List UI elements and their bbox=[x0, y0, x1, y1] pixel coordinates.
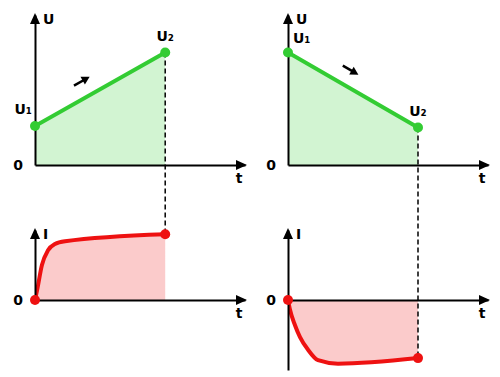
plot-area bbox=[35, 234, 165, 300]
y-tick-label: 0 bbox=[266, 292, 276, 308]
point-label: U₁ bbox=[15, 101, 33, 117]
y-tick-label: 0 bbox=[266, 157, 276, 173]
x-axis bbox=[36, 300, 246, 301]
end-point bbox=[413, 353, 423, 363]
area-fill bbox=[288, 300, 418, 364]
end-point bbox=[283, 295, 293, 305]
dashed-connector bbox=[417, 128, 419, 359]
y-tick-label: 0 bbox=[13, 157, 23, 173]
point-label: U₂ bbox=[156, 28, 174, 44]
curve-line bbox=[35, 234, 165, 300]
end-point bbox=[30, 121, 40, 131]
x-axis-arrow bbox=[236, 295, 247, 305]
y-axis-title: I bbox=[296, 226, 301, 242]
x-axis bbox=[36, 165, 246, 166]
plot-area bbox=[35, 53, 165, 166]
end-point bbox=[160, 229, 170, 239]
point-label: U₂ bbox=[409, 103, 427, 119]
y-axis-arrow bbox=[30, 13, 40, 24]
y-axis: 0 bbox=[266, 16, 288, 173]
y-axis-line bbox=[288, 16, 290, 166]
curve-line bbox=[35, 53, 165, 127]
y-axis-arrow bbox=[283, 13, 293, 24]
point-label: U₁ bbox=[293, 30, 311, 46]
area-fill bbox=[35, 53, 165, 166]
end-point bbox=[283, 48, 293, 58]
x-axis-line bbox=[289, 165, 489, 167]
plot-area bbox=[288, 53, 418, 166]
x-axis-line bbox=[289, 300, 489, 302]
y-axis-arrow bbox=[283, 228, 293, 239]
y-axis-arrow bbox=[30, 228, 40, 239]
curve-line bbox=[288, 53, 418, 128]
y-tick-label: 0 bbox=[13, 292, 23, 308]
x-axis-title: t bbox=[479, 305, 486, 321]
x-axis-arrow bbox=[479, 160, 490, 170]
x-axis-title: t bbox=[236, 305, 243, 321]
y-axis-line bbox=[35, 231, 37, 301]
x-axis bbox=[289, 165, 489, 166]
area-fill bbox=[288, 53, 418, 166]
end-point bbox=[30, 295, 40, 305]
plot-area bbox=[288, 300, 418, 364]
x-axis-line bbox=[36, 300, 246, 302]
chart-canvas: 0 Ut U₁ U₂ 0 It 0 Ut U₁ U₂ 0 It bbox=[0, 0, 500, 377]
y-axis-line bbox=[35, 16, 37, 166]
end-point bbox=[413, 123, 423, 133]
y-tick: 0 bbox=[266, 157, 288, 173]
x-axis-line bbox=[36, 165, 246, 167]
y-tick: 0 bbox=[13, 157, 35, 173]
direction-arrow-head bbox=[349, 67, 358, 75]
x-axis bbox=[289, 300, 489, 301]
direction-arrow-head bbox=[80, 77, 89, 85]
y-axis-title: U bbox=[43, 11, 54, 27]
y-axis-title: I bbox=[43, 226, 48, 242]
y-axis: 0 bbox=[13, 16, 35, 173]
curve-line bbox=[288, 300, 418, 364]
x-axis-title: t bbox=[479, 170, 486, 186]
y-axis-title: U bbox=[296, 11, 307, 27]
area-fill bbox=[35, 234, 165, 300]
x-axis-arrow bbox=[236, 160, 247, 170]
end-point bbox=[160, 48, 170, 58]
dashed-connector bbox=[164, 53, 166, 235]
x-axis-title: t bbox=[236, 170, 243, 186]
x-axis-arrow bbox=[479, 295, 490, 305]
